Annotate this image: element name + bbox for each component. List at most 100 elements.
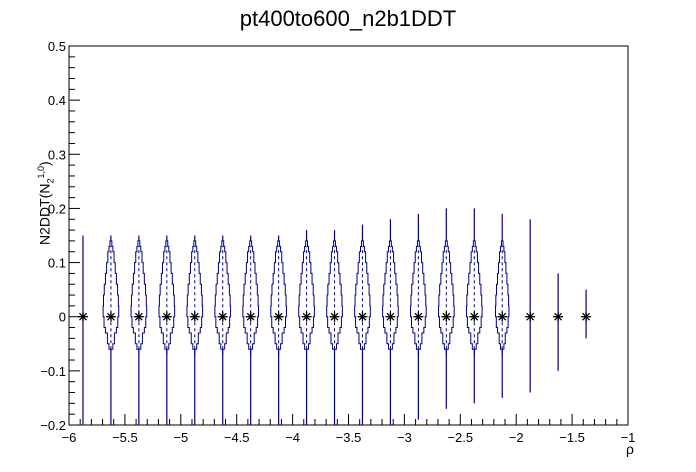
y-tick-label: −0.2 (40, 418, 66, 433)
median-marker (301, 311, 312, 322)
violin-bin (130, 235, 148, 425)
violin-shape (186, 240, 204, 355)
x-tick-label: −4 (285, 430, 300, 445)
median-marker (273, 311, 284, 322)
violin-bin (495, 213, 510, 398)
violin-shape (242, 240, 260, 355)
median-marker-stroke (414, 312, 423, 321)
median-marker-stroke (162, 312, 171, 321)
violin-shape (298, 240, 315, 355)
y-tick-label: 0.4 (48, 93, 66, 108)
violin-shape (270, 240, 287, 355)
x-tick-label: −1 (621, 430, 636, 445)
median-marker-stroke (106, 312, 115, 321)
median-marker (105, 311, 116, 322)
violin-shape (382, 240, 399, 355)
median-marker (217, 311, 228, 322)
median-marker (357, 311, 368, 322)
median-marker-stroke (302, 312, 311, 321)
violin-bin (158, 235, 176, 425)
median-marker-stroke (218, 312, 227, 321)
violin-bin (298, 230, 315, 425)
violin-shape (102, 240, 120, 355)
median-marker (469, 311, 480, 322)
y-axis-label-close: ) (36, 161, 53, 167)
violin-bin (410, 213, 427, 420)
y-tick-label: 0.2 (48, 201, 66, 216)
median-marker-stroke (79, 312, 87, 321)
x-tick-label: −5 (173, 430, 188, 445)
violin-shape (158, 240, 176, 355)
violin-bin (186, 235, 204, 425)
median-marker (133, 311, 144, 322)
x-tick-label: −5.5 (112, 430, 138, 445)
y-axis-label-sup: 1,0 (36, 166, 46, 179)
median-marker-stroke (582, 312, 591, 321)
y-axis-label-base: N2DDT(N (36, 183, 53, 245)
median-marker (497, 311, 508, 322)
median-marker-stroke (498, 312, 507, 321)
median-marker-stroke (330, 312, 339, 321)
median-marker (525, 311, 536, 322)
violin-bin (354, 224, 371, 425)
violin-bin (382, 219, 399, 425)
median-marker (189, 311, 200, 322)
violin-bin (553, 273, 564, 371)
y-tick-label: 0.5 (48, 39, 66, 54)
violin-shape (410, 240, 427, 355)
x-tick-label: −4.5 (224, 430, 250, 445)
median-marker-stroke (526, 312, 535, 321)
violin-bin (214, 235, 232, 425)
y-axis-label: N2DDT(N21,0) (36, 161, 55, 245)
median-marker (161, 311, 172, 322)
x-tick-label: −2 (509, 430, 524, 445)
violin-shape (354, 240, 371, 355)
y-tick-label: 0 (59, 310, 66, 325)
plot-frame (68, 45, 629, 426)
violin-shape (465, 240, 483, 355)
violin-shape (495, 240, 510, 355)
y-axis-label-sub: 2 (45, 178, 56, 184)
median-marker-stroke (470, 312, 479, 321)
median-marker-stroke (386, 312, 395, 321)
violin-bin (465, 208, 483, 404)
median-marker-stroke (190, 312, 199, 321)
median-marker (581, 311, 592, 322)
violin-bin (326, 230, 343, 425)
violin-bin (77, 235, 88, 425)
x-tick-label: −3.5 (336, 430, 362, 445)
median-marker-stroke (274, 312, 283, 321)
median-marker-stroke (554, 312, 563, 321)
violin-bin (102, 235, 120, 425)
y-tick-label: 0.3 (48, 147, 66, 162)
median-marker-stroke (246, 312, 255, 321)
x-tick-label: −2.5 (447, 430, 473, 445)
violin-bin (525, 219, 536, 393)
violin-shape (437, 240, 455, 355)
median-marker-stroke (442, 312, 451, 321)
violin-shape (214, 240, 232, 355)
violin-shape (326, 240, 343, 355)
x-tick-label: −3 (397, 430, 412, 445)
median-marker (245, 311, 256, 322)
median-marker (385, 311, 396, 322)
x-tick-label: −1.5 (559, 430, 585, 445)
median-marker (441, 311, 452, 322)
violin-bin (242, 235, 260, 425)
x-tick-label: −6 (62, 430, 77, 445)
median-marker-stroke (134, 312, 143, 321)
y-tick-label: −0.1 (40, 364, 66, 379)
x-axis: −6 −5.5 −5 −4.5 −4 −3.5 −3 −2.5 −2 −1.5 −1 (62, 414, 636, 445)
y-tick-label: 0.1 (48, 256, 66, 271)
violin-shape (130, 240, 148, 355)
x-axis-label: ρ (626, 441, 634, 457)
median-marker (329, 311, 340, 322)
violin-marks (77, 208, 592, 425)
y-axis: −0.2 −0.1 0 0.1 0.2 0.3 0.4 0.5 (40, 39, 80, 433)
median-marker (553, 311, 564, 322)
violin-bin (437, 208, 455, 409)
median-marker-stroke (358, 312, 367, 321)
median-marker (413, 311, 424, 322)
violin-bin (270, 235, 287, 425)
